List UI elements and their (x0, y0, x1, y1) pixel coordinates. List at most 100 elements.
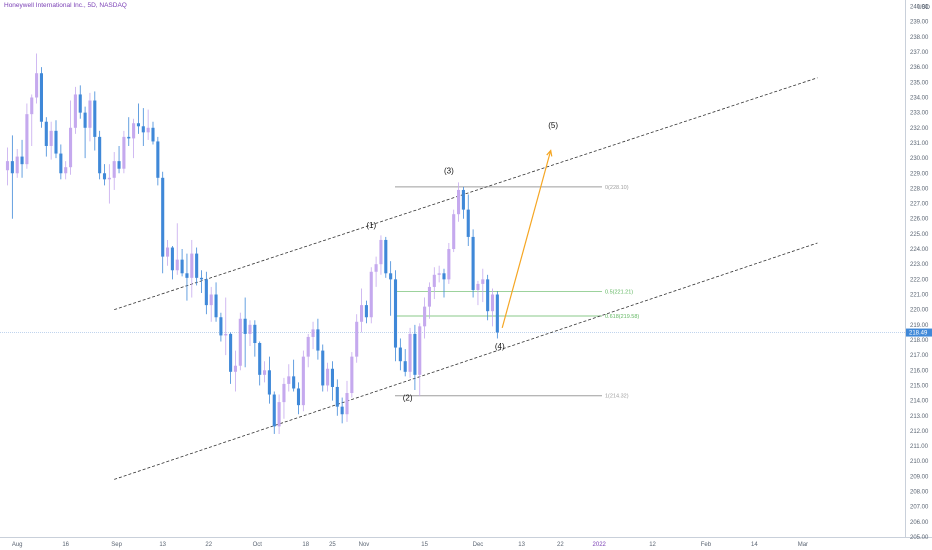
candle-body (185, 273, 189, 278)
candle-body (248, 324, 252, 334)
candle-body (49, 130, 53, 146)
candle-body (374, 264, 378, 272)
fib-retracement: 0(228.10) 0.5(221.21) 0.618(219.58) 1(214.3… (395, 185, 639, 400)
price-tick-label: 215.00 (910, 383, 929, 389)
candle-body (263, 370, 267, 375)
time-tick-label: 12 (649, 542, 656, 548)
candle-body (432, 274, 436, 287)
price-tick-label: 235.00 (910, 80, 929, 86)
candle-body (355, 321, 359, 357)
time-tick-label: Dec (473, 542, 484, 548)
price-axis: 205.00 206.00 207.00 208.00 209.00 210.00 211.… (906, 5, 932, 541)
candle-body (364, 305, 368, 318)
candle-body (437, 273, 441, 275)
candle-body (209, 294, 213, 306)
candle-body (427, 286, 431, 307)
fib-level-label: 0.5(221.21) (605, 289, 633, 295)
candle-body (461, 189, 465, 210)
price-tick-label: 226.00 (910, 217, 929, 223)
time-tick-label: 13 (159, 542, 166, 548)
candle-body (466, 209, 470, 237)
price-tick-label: 217.00 (910, 353, 929, 359)
projection-arrowhead (546, 149, 553, 157)
price-tick-label: 234.00 (910, 95, 929, 101)
time-tick-label: Aug (12, 542, 23, 548)
fib-level-label: 1(214.32) (605, 394, 629, 400)
candle-body (471, 236, 475, 290)
candle-body (20, 156, 24, 165)
price-tick-label: 218.00 (910, 338, 929, 344)
price-tick-label: 216.00 (910, 368, 929, 374)
currency-label: USD (917, 5, 930, 11)
candle-body (267, 370, 271, 395)
candle-body (282, 383, 286, 403)
candle-body (78, 94, 82, 113)
fib-level-label: 0(228.10) (605, 185, 629, 191)
candle-body (389, 273, 393, 280)
time-tick-label: 22 (557, 542, 564, 548)
candle-body (122, 136, 126, 169)
candle-body (350, 356, 354, 394)
candle-body (190, 253, 194, 278)
wave-labels: (1) (2) (3) (4) (5) (366, 121, 558, 403)
candle-body (301, 356, 305, 406)
price-tick-label: 236.00 (910, 65, 929, 71)
price-tick-label: 206.00 (910, 520, 929, 526)
candle-body (15, 156, 19, 174)
price-tick-label: 240.00 (910, 5, 929, 11)
candle-body (112, 161, 116, 178)
wave-label: (5) (548, 121, 558, 130)
candle-body (243, 318, 247, 334)
time-tick-label: 15 (421, 542, 428, 548)
candle-body (490, 294, 495, 312)
price-tick-label: 209.00 (910, 474, 929, 480)
candle-body (102, 173, 107, 180)
candle-body (379, 239, 383, 265)
price-tick-label: 225.00 (910, 232, 929, 238)
candle-body (398, 347, 402, 362)
candle-body (287, 376, 291, 384)
price-tick-label: 223.00 (910, 262, 929, 268)
chart-grid (0, 0, 932, 538)
candle-body (403, 361, 407, 372)
price-tick-label: 221.00 (910, 293, 929, 299)
fib-level-label: 0.618(219.58) (605, 314, 639, 320)
candle-body (292, 376, 296, 389)
candle-body (233, 365, 237, 372)
time-tick-label: Nov (359, 542, 370, 548)
candle-body (447, 249, 451, 280)
time-tick-label: 22 (205, 542, 212, 548)
wave-label: (4) (495, 342, 505, 351)
candle-body (495, 294, 499, 333)
candle-body (98, 136, 102, 174)
candle-body (69, 127, 73, 168)
price-tick-label: 230.00 (910, 156, 929, 162)
candle-body (316, 329, 320, 351)
time-tick-label: 16 (62, 542, 69, 548)
price-tick-label: 224.00 (910, 247, 929, 253)
price-tick-label: 231.00 (910, 141, 929, 147)
price-tick-label: 220.00 (910, 308, 929, 314)
price-tick-label: 239.00 (910, 20, 929, 26)
candle-body (418, 326, 422, 375)
time-tick-label: 14 (751, 542, 758, 548)
candle-body (442, 273, 446, 280)
candle-body (195, 253, 199, 278)
time-tick-label: Sep (111, 542, 122, 548)
candle-body (93, 100, 97, 137)
candle-body (156, 141, 160, 178)
candle-body (161, 177, 165, 257)
candle-body (214, 294, 218, 318)
price-tick-label: 229.00 (910, 171, 929, 177)
candle-body (204, 279, 208, 306)
candle-body (457, 189, 461, 215)
time-tick-label: 2022 (593, 542, 607, 548)
candle-body (5, 161, 10, 171)
candle-body (306, 336, 310, 357)
candle-body (54, 130, 58, 154)
wave-label: (2) (403, 394, 413, 403)
price-tick-label: 228.00 (910, 186, 929, 192)
price-tick-label: 213.00 (910, 414, 929, 420)
candle-body (481, 279, 485, 284)
